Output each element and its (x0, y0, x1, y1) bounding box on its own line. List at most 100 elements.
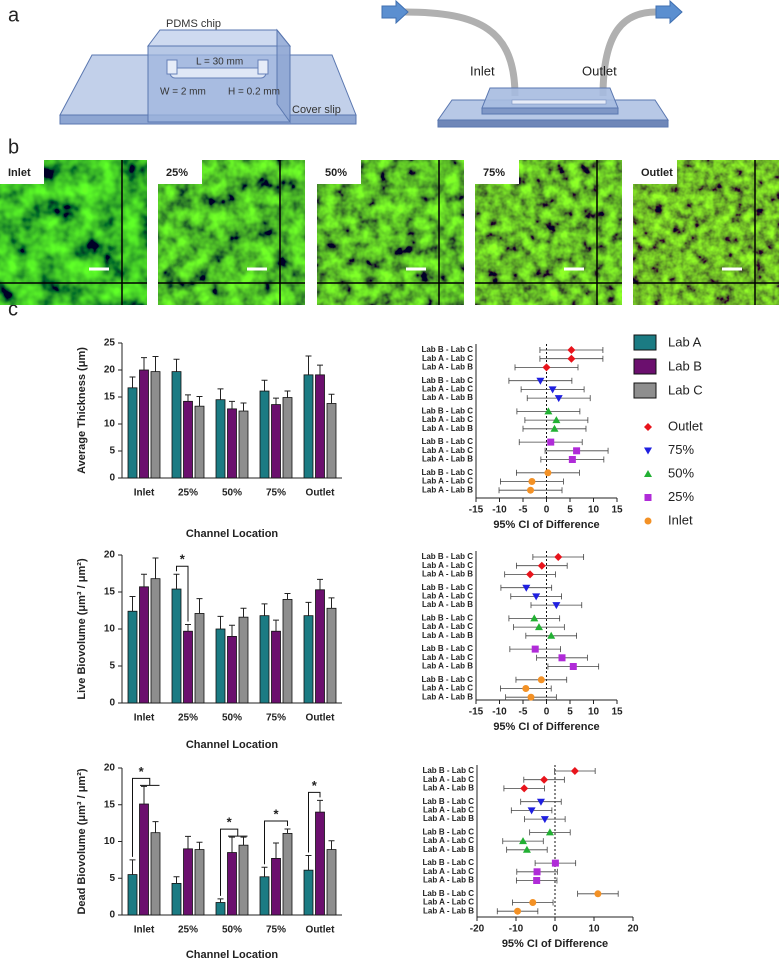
ci-point (520, 784, 529, 793)
ci-point (530, 614, 539, 622)
bar (238, 410, 249, 479)
category-label: Lab B - Lab C (421, 407, 473, 416)
error-bar (317, 578, 323, 590)
error-bar (305, 601, 312, 616)
significance-bracket (176, 565, 189, 622)
y-tick-label: 10 (104, 624, 116, 635)
ci-point (533, 877, 541, 884)
bar (271, 630, 281, 704)
error-bar (129, 376, 136, 388)
error-bar (284, 592, 291, 600)
x-tick-label: -5 (519, 707, 528, 718)
x-tick-label: 5 (567, 707, 573, 718)
ci-point (548, 386, 557, 394)
diagram-label: W = 2 mm (160, 87, 206, 98)
y-axis-label: Average Thickness (μm) (76, 347, 88, 474)
bar (238, 616, 249, 704)
y-axis-label: Live Biovolume (μm³ / μm²) (76, 558, 88, 700)
x-tick-label: Outlet (306, 713, 336, 724)
category-label: Lab B - Lab C (421, 675, 473, 684)
error-bar (229, 836, 235, 853)
bar (139, 803, 149, 916)
error-bar (152, 557, 159, 579)
error-bar (328, 393, 335, 404)
x-axis-label: Channel Location (186, 528, 279, 540)
micrograph-label: 75% (483, 167, 505, 179)
category-label: Lab A - Lab C (422, 415, 473, 424)
panel-label: b (8, 136, 19, 158)
error-bar (173, 573, 180, 590)
category-label: Lab A - Lab B (422, 600, 473, 609)
legend-marker (644, 447, 652, 455)
y-tick-label: 15 (104, 392, 116, 403)
category-label: Lab A - Lab C (422, 354, 473, 363)
diagram-label: H = 0.2 mm (228, 87, 280, 98)
y-tick-label: 10 (104, 836, 116, 847)
bar (238, 844, 249, 916)
x-tick-label: 20 (627, 924, 639, 935)
bar (227, 636, 237, 704)
category-label: Lab B - Lab C (421, 468, 473, 477)
legend-label: Lab C (668, 382, 703, 397)
legend-label: 75% (668, 442, 694, 457)
category-label: Lab A - Lab B (423, 845, 474, 854)
error-bar (261, 866, 268, 877)
bar (194, 405, 205, 479)
x-tick-label: 5 (567, 505, 573, 516)
category-label: Lab B - Lab C (421, 644, 473, 653)
bar (326, 849, 337, 916)
y-tick-label: 5 (109, 446, 115, 457)
x-tick-label: 0 (552, 924, 558, 935)
legend-marker (644, 517, 652, 525)
bar (171, 371, 182, 479)
ci-point (519, 837, 528, 845)
x-tick-label: Inlet (134, 925, 155, 936)
bar (303, 615, 314, 704)
category-label: Lab A - Lab B (422, 631, 473, 640)
label-box (158, 160, 202, 184)
y-tick-label: 0 (109, 473, 115, 484)
error-bar (141, 785, 147, 805)
category-label: Lab A - Lab C (423, 806, 474, 815)
ci-point (522, 584, 531, 592)
diagram-label: PDMS chip (166, 18, 221, 30)
category-label: Lab A - Lab B (422, 393, 473, 402)
diagram-label: L = 30 mm (196, 57, 243, 68)
bar (259, 390, 270, 479)
x-tick-label: 10 (588, 924, 600, 935)
error-bar (261, 603, 268, 616)
ci-point (544, 407, 553, 415)
chip-diagram (59, 28, 357, 125)
category-label: Lab A - Lab B (422, 485, 473, 494)
y-tick-label: 20 (104, 763, 116, 774)
category-label: Lab A - Lab B (423, 876, 474, 885)
ci-point (558, 654, 566, 662)
bar (183, 400, 193, 479)
error-bar (273, 842, 279, 859)
ci-point (522, 685, 530, 692)
bar (171, 882, 182, 916)
bar (303, 869, 314, 916)
ci-point (540, 775, 549, 784)
bar (282, 397, 293, 479)
x-tick-label: Inlet (134, 713, 155, 724)
category-label: Lab A - Lab C (422, 622, 473, 631)
y-tick-label: 25 (104, 338, 116, 349)
ci-point (529, 899, 537, 906)
bar (282, 599, 293, 704)
bar (194, 613, 205, 704)
y-tick-label: 15 (104, 587, 116, 598)
bar (315, 374, 325, 479)
x-tick-label: Outlet (306, 488, 336, 499)
x-axis-label: Channel Location (186, 739, 279, 751)
error-bar (240, 836, 247, 846)
error-bar (305, 854, 312, 871)
category-label: Lab B - Lab C (422, 766, 474, 775)
error-bar (328, 597, 335, 609)
error-bar (185, 835, 191, 849)
y-tick-label: 10 (104, 419, 116, 430)
legend-marker (644, 494, 652, 501)
bar (139, 586, 149, 704)
bar (150, 578, 161, 704)
